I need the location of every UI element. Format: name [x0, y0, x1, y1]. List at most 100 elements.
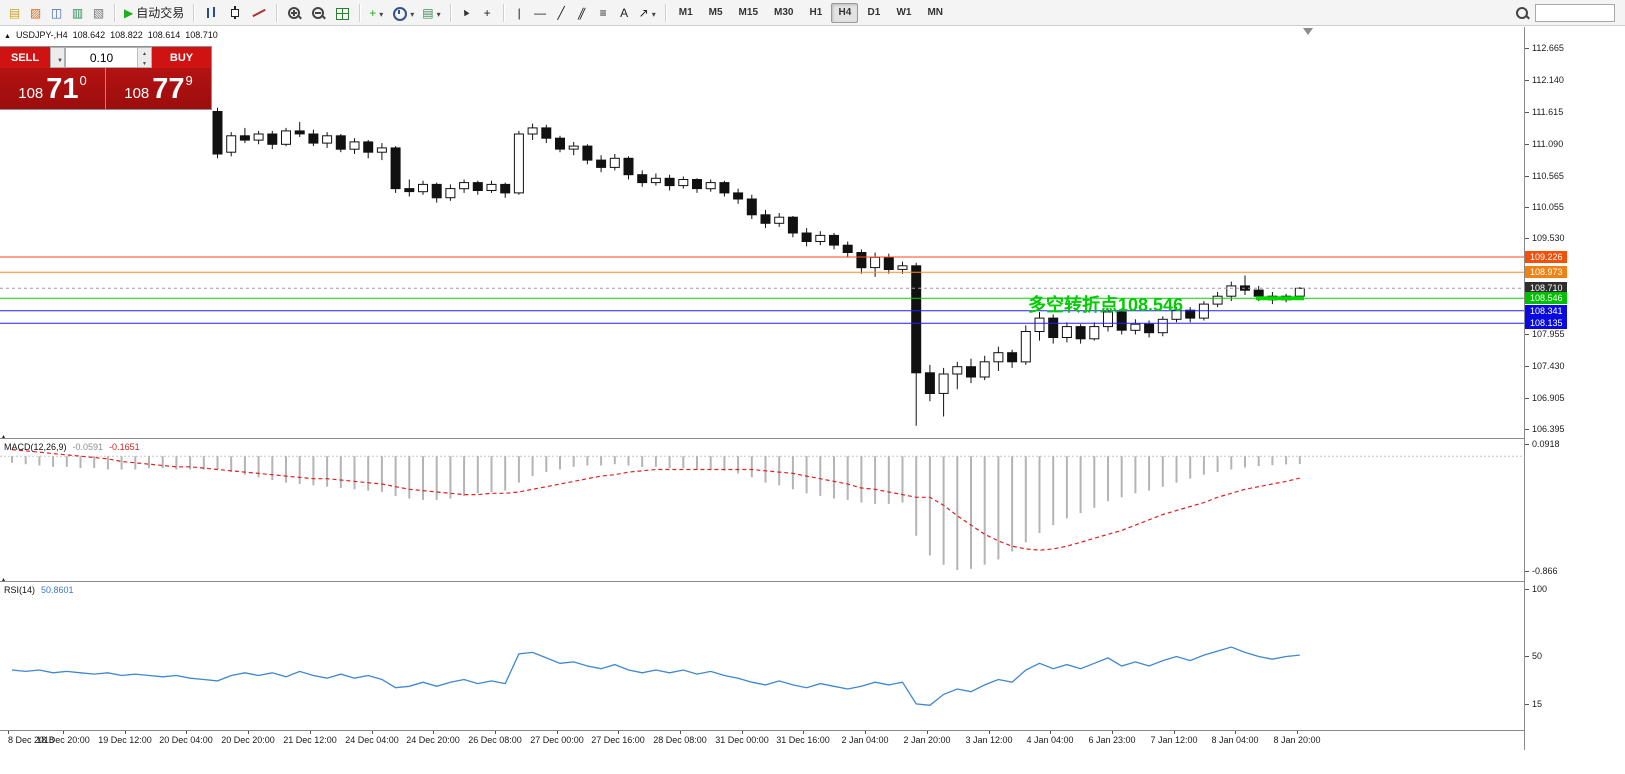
indicators-icon-button[interactable]: +	[365, 2, 387, 23]
volume-input[interactable]	[66, 48, 137, 67]
timeframe-mn[interactable]: MN	[920, 3, 950, 23]
time-tick-mark	[125, 731, 126, 734]
time-tick-mark	[8, 731, 9, 734]
templates-icon-button[interactable]: ▤	[418, 2, 444, 23]
market-watch-icon-button[interactable]: ◫	[46, 2, 67, 23]
time-tick-mark	[495, 731, 496, 734]
timeframe-w1[interactable]: W1	[889, 3, 918, 23]
rsi-panel[interactable]: RSI(14) 50.8601	[0, 582, 1524, 730]
bar-chart-icon-button[interactable]	[199, 2, 223, 23]
axis-tick-mark	[1525, 366, 1529, 367]
metaeditor-icon-button[interactable]: ▨	[25, 2, 46, 23]
candle	[472, 182, 483, 192]
time-tick-mark	[989, 731, 990, 734]
buy-button[interactable]: BUY	[152, 47, 211, 68]
axis-tick-mark	[1525, 207, 1529, 208]
candle	[253, 133, 264, 141]
cursor-icon-button[interactable]: ▲	[456, 2, 477, 23]
candle	[363, 141, 374, 153]
chart-shift-marker[interactable]	[1303, 28, 1313, 35]
sell-button[interactable]: SELL	[0, 47, 50, 68]
chart-annotation: 多空转折点108.546	[1028, 295, 1184, 315]
candle	[582, 145, 593, 161]
navigator-icon-button[interactable]: ▥	[67, 2, 88, 23]
buy-price[interactable]: 108 77 9	[106, 68, 211, 109]
axis-tick-label: 50	[1532, 651, 1543, 661]
trendline-icon-button[interactable]: ╱	[551, 2, 572, 23]
time-label: 28 Dec 08:00	[653, 735, 707, 745]
axis-tick-label: -0.866	[1532, 566, 1558, 576]
new-order-icon-button[interactable]: ▤	[4, 2, 25, 23]
rsi-chart[interactable]	[0, 582, 1524, 730]
text-icon-button[interactable]: A	[614, 2, 635, 23]
toolbar-separator	[449, 3, 451, 22]
tile-windows-icon-button[interactable]	[330, 2, 354, 23]
timeframe-m1[interactable]: M1	[672, 3, 700, 23]
sell-price-big: 108	[18, 85, 44, 102]
time-tick-mark	[372, 731, 373, 734]
volume-up-button[interactable]	[138, 48, 151, 58]
candle	[322, 135, 333, 144]
axis-tick-mark	[1525, 144, 1529, 145]
price-axis[interactable]: 112.665 112.140 111.615 111.090 110.565 110.0…	[1524, 27, 1574, 750]
candle	[1089, 326, 1100, 340]
candle	[801, 232, 812, 242]
timeframe-m5[interactable]: M5	[702, 3, 730, 23]
price-chart-panel[interactable]: USDJPY-,H4 108.642 108.822 108.614 108.7…	[0, 27, 1524, 439]
axis-tick-label: 110.055	[1532, 202, 1564, 212]
macd-panel[interactable]: MACD(12,26,9) -0.0591 -0.1651	[0, 439, 1524, 582]
timeframe-d1[interactable]: D1	[860, 3, 887, 23]
zoom-out-icon-button[interactable]	[306, 2, 330, 23]
crosshair-icon-button[interactable]: +	[477, 2, 498, 23]
candle	[1144, 323, 1155, 334]
trade-prices-row: 108 71 0 108 77 9	[0, 68, 211, 109]
horizontal-line-icon-button[interactable]: —	[530, 2, 551, 23]
buy-price-sup: 9	[185, 73, 193, 88]
vertical-line-icon-button[interactable]: |	[509, 2, 530, 23]
candle	[390, 147, 401, 190]
candlestick-chart[interactable]	[0, 27, 1524, 438]
timeframe-m15[interactable]: M15	[732, 3, 765, 23]
candle	[829, 234, 839, 246]
chevron-down-icon	[652, 5, 656, 20]
macd-chart[interactable]	[0, 439, 1524, 581]
timeframe-h4[interactable]: H4	[831, 2, 859, 23]
time-tick-mark	[63, 731, 64, 734]
rsi-panel-resize-grip[interactable]: ▴	[2, 577, 6, 583]
fibonacci-icon-button[interactable]: ≡	[593, 2, 614, 23]
macd-signal-value: -0.1651	[109, 442, 140, 452]
candle	[513, 133, 524, 194]
periods-icon-button[interactable]	[387, 2, 418, 23]
candle	[555, 137, 565, 150]
axis-tick-mark	[1525, 571, 1529, 572]
candlestick-chart-icon-button[interactable]	[223, 2, 247, 23]
line-chart-icon-button[interactable]	[247, 2, 271, 23]
collapse-chart-icon[interactable]	[4, 30, 11, 40]
auto-trading-button-button[interactable]: ▶ 自动交易	[120, 2, 188, 23]
macd-panel-resize-grip[interactable]: ▴	[2, 434, 6, 440]
time-tick-mark	[1112, 731, 1113, 734]
time-axis[interactable]: 8 Dec 2018 18 Dec 20:00 19 Dec 12:00 20 Dec…	[0, 730, 1524, 751]
toolbar-separator	[114, 3, 115, 22]
macd-main-value: -0.0591	[72, 442, 104, 452]
axis-tick-label: 111.615	[1532, 107, 1564, 117]
candle	[774, 216, 785, 224]
candle	[281, 130, 291, 145]
terminal-icon-button[interactable]: ▧	[88, 2, 109, 23]
volume-down-button[interactable]	[138, 57, 151, 67]
volume-box	[65, 47, 152, 68]
chevron-down-icon	[410, 5, 414, 20]
search-input[interactable]	[1535, 3, 1615, 22]
zoom-in-icon-button[interactable]	[282, 2, 306, 23]
candle	[924, 372, 935, 394]
timeframe-m30[interactable]: M30	[767, 3, 800, 23]
timeframe-h1[interactable]: H1	[802, 3, 829, 23]
sell-price[interactable]: 108 71 0	[0, 68, 106, 109]
axis-tick-label: 111.090	[1532, 139, 1564, 149]
time-tick-mark	[803, 731, 804, 734]
trade-options-caret[interactable]	[50, 47, 65, 68]
arrows-icon-button[interactable]: ↗	[635, 2, 660, 23]
price-label-108.710: 108.710	[1525, 282, 1567, 294]
candle	[212, 111, 223, 155]
channel-icon-button[interactable]: ∥	[572, 2, 593, 23]
